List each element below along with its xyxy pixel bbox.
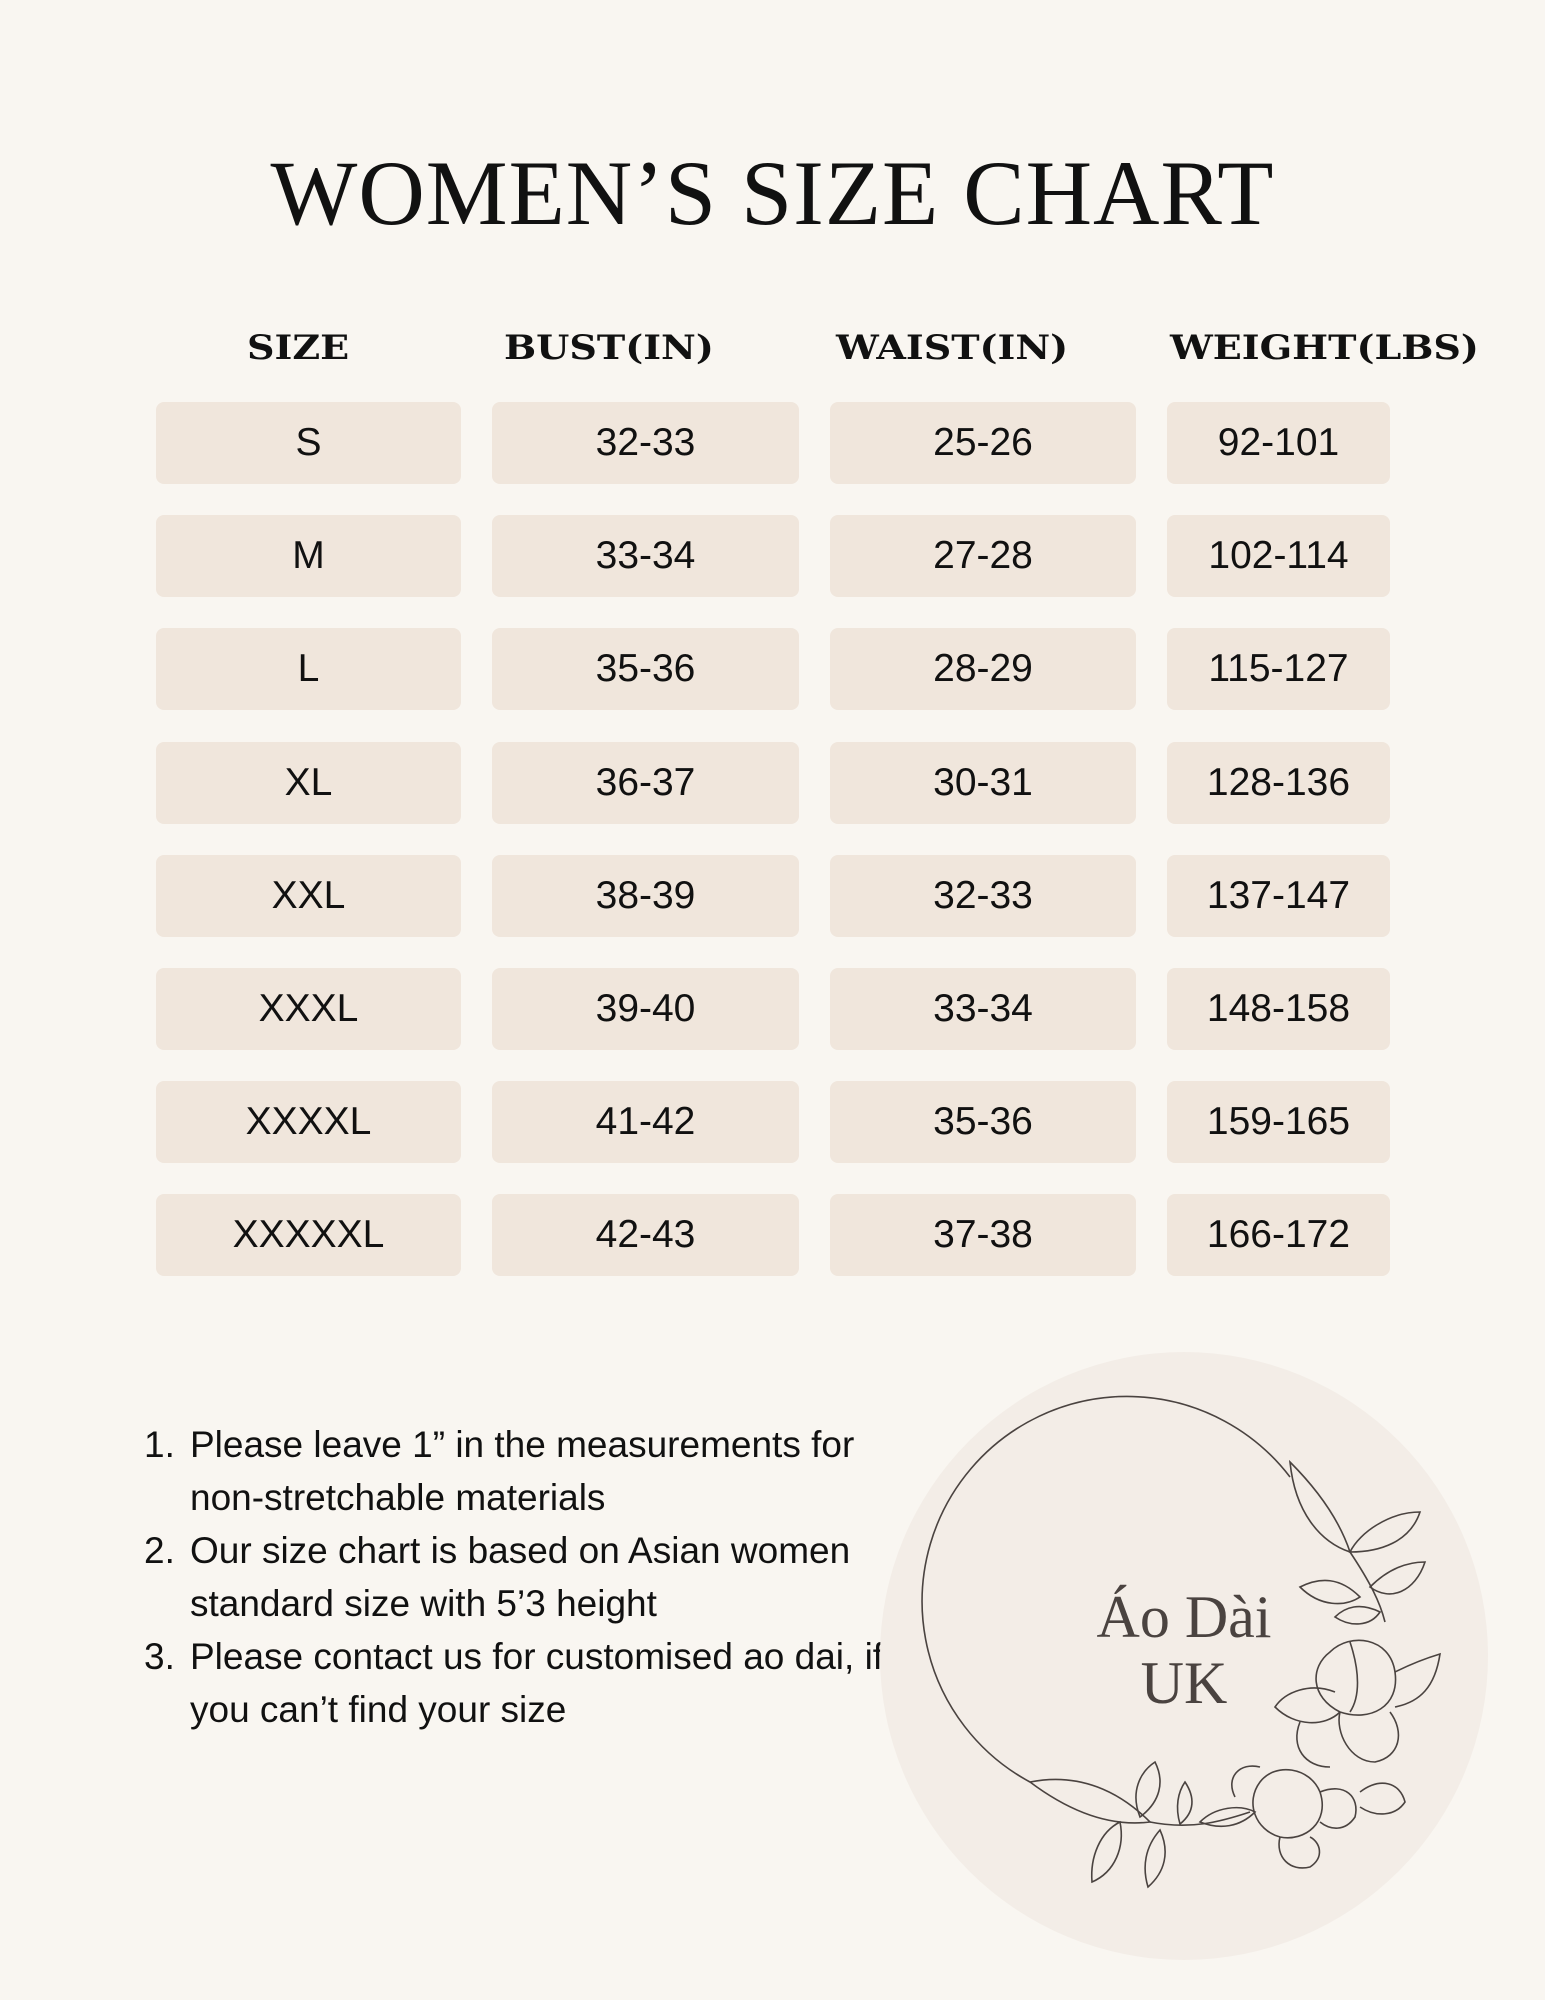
note-text: Our size chart is based on Asian women s… (190, 1530, 851, 1624)
note-item: 3. Please contact us for customised ao da… (144, 1630, 890, 1736)
table-cell: 32-33 (830, 854, 1136, 937)
table-cell: M (156, 515, 461, 598)
column-header: WEIGHT(LBS) (1170, 328, 1479, 368)
table-cell: 166-172 (1167, 1194, 1390, 1277)
column-header: BUST(IN) (504, 328, 714, 368)
table-cell: XL (156, 741, 461, 824)
table-cell: 41-42 (492, 1081, 799, 1164)
table-cell: XXXXXL (156, 1194, 461, 1277)
note-number: 2. (144, 1530, 175, 1571)
note-number: 3. (144, 1636, 175, 1677)
table-cell: 33-34 (492, 515, 799, 598)
table-cell: 36-37 (492, 741, 799, 824)
table-cell: 30-31 (830, 741, 1136, 824)
table-cell: XXXXL (156, 1081, 461, 1164)
table-cell: 128-136 (1167, 741, 1390, 824)
note-item: 1. Please leave 1” in the measurements fo… (144, 1418, 890, 1524)
table-cell: 137-147 (1167, 854, 1390, 937)
note-text: Please leave 1” in the measurements for … (190, 1424, 855, 1518)
table-cell: L (156, 628, 461, 711)
note-text: Please contact us for customised ao dai,… (190, 1636, 884, 1730)
column-header: WAIST(IN) (836, 328, 1069, 368)
table-cell: 102-114 (1167, 515, 1390, 598)
table-cell: 32-33 (492, 402, 799, 484)
table-cell: 28-29 (830, 628, 1136, 711)
table-cell: 33-34 (830, 968, 1136, 1050)
flower-bottom (1231, 1765, 1406, 1869)
note-number: 1. (144, 1424, 175, 1465)
brand-logo: Áo Dài UK (880, 1352, 1488, 1960)
logo-text: Áo Dài UK (880, 1584, 1488, 1716)
table-cell: 92-101 (1167, 402, 1390, 484)
page-title: WOMEN’S SIZE CHART (270, 142, 1275, 244)
leaves-top (1288, 1459, 1427, 1625)
table-cell: 25-26 (830, 402, 1136, 484)
table-cell: 42-43 (492, 1194, 799, 1277)
flower-right (1273, 1639, 1441, 1768)
table-cell: 27-28 (830, 515, 1136, 598)
table-cell: 115-127 (1167, 628, 1390, 711)
table-cell: 35-36 (492, 628, 799, 711)
notes-list: 1. Please leave 1” in the measurements fo… (144, 1418, 890, 1736)
table-cell: 159-165 (1167, 1081, 1390, 1164)
column-header: SIZE (247, 328, 350, 368)
floral-wreath-icon (921, 1395, 1441, 1889)
table-cell: 35-36 (830, 1081, 1136, 1164)
table-cell: S (156, 402, 461, 484)
table-cell: 37-38 (830, 1194, 1136, 1277)
table-cell: 148-158 (1167, 968, 1390, 1050)
table-cell: 39-40 (492, 968, 799, 1050)
note-item: 2. Our size chart is based on Asian women… (144, 1524, 890, 1630)
table-cell: XXL (156, 854, 461, 937)
logo-line-1: Áo Dài (1096, 1584, 1272, 1650)
logo-line-2: UK (1140, 1650, 1228, 1716)
table-cell: XXXL (156, 968, 461, 1050)
table-cell: 38-39 (492, 854, 799, 937)
leaves-bottom (1028, 1760, 1257, 1889)
